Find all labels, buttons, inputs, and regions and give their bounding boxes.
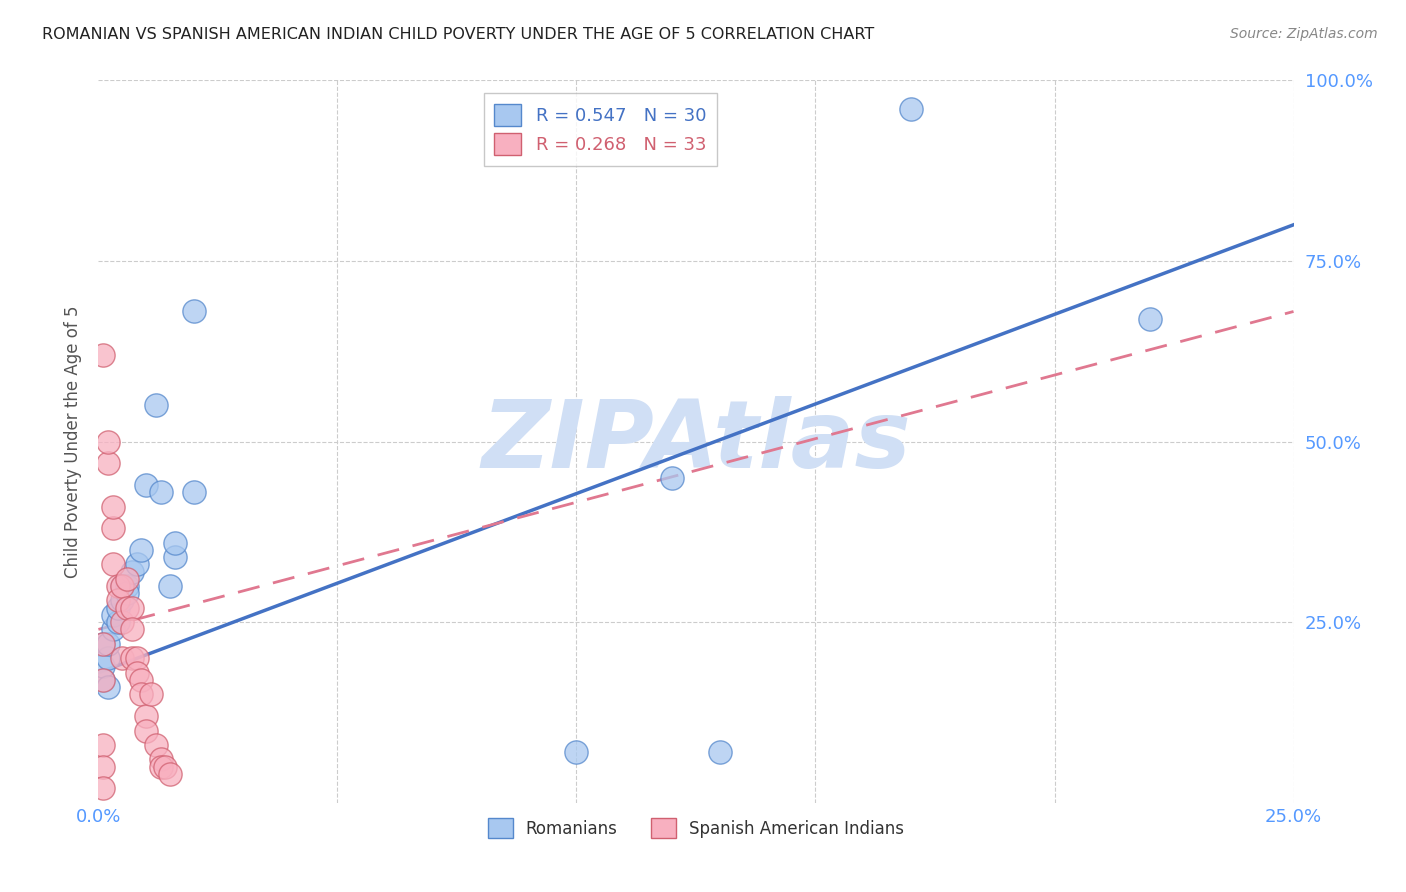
- Point: [107, 615, 129, 630]
- Point: [145, 738, 167, 752]
- Point: [149, 485, 172, 500]
- Point: [91, 760, 114, 774]
- Point: [121, 565, 143, 579]
- Point: [91, 637, 114, 651]
- Point: [155, 760, 177, 774]
- Point: [163, 535, 186, 549]
- Legend: Romanians, Spanish American Indians: Romanians, Spanish American Indians: [481, 812, 911, 845]
- Point: [131, 687, 153, 701]
- Point: [97, 680, 120, 694]
- Point: [101, 500, 124, 514]
- Point: [1139, 311, 1161, 326]
- Point: [111, 579, 134, 593]
- Point: [111, 579, 134, 593]
- Point: [97, 434, 120, 449]
- Point: [97, 651, 120, 665]
- Y-axis label: Child Poverty Under the Age of 5: Child Poverty Under the Age of 5: [65, 305, 83, 578]
- Point: [91, 781, 114, 796]
- Point: [183, 485, 205, 500]
- Point: [115, 579, 138, 593]
- Point: [107, 600, 129, 615]
- Point: [131, 542, 153, 557]
- Point: [101, 623, 124, 637]
- Point: [135, 723, 157, 738]
- Point: [149, 760, 172, 774]
- Point: [131, 673, 153, 687]
- Point: [121, 623, 143, 637]
- Point: [661, 470, 683, 484]
- Point: [115, 572, 138, 586]
- Point: [111, 651, 134, 665]
- Point: [135, 709, 157, 723]
- Point: [121, 651, 143, 665]
- Text: ROMANIAN VS SPANISH AMERICAN INDIAN CHILD POVERTY UNDER THE AGE OF 5 CORRELATION: ROMANIAN VS SPANISH AMERICAN INDIAN CHIL…: [42, 27, 875, 42]
- Point: [125, 558, 148, 572]
- Point: [115, 586, 138, 600]
- Point: [91, 348, 114, 362]
- Point: [91, 673, 114, 687]
- Text: Source: ZipAtlas.com: Source: ZipAtlas.com: [1230, 27, 1378, 41]
- Point: [107, 593, 129, 607]
- Point: [101, 607, 124, 622]
- Point: [125, 665, 148, 680]
- Point: [139, 687, 162, 701]
- Point: [145, 398, 167, 412]
- Point: [900, 102, 922, 116]
- Text: ZIPAtlas: ZIPAtlas: [481, 395, 911, 488]
- Point: [101, 521, 124, 535]
- Point: [121, 600, 143, 615]
- Point: [565, 745, 588, 759]
- Point: [111, 593, 134, 607]
- Point: [91, 738, 114, 752]
- Point: [107, 579, 129, 593]
- Point: [101, 558, 124, 572]
- Point: [125, 651, 148, 665]
- Point: [163, 550, 186, 565]
- Point: [91, 658, 114, 673]
- Point: [97, 456, 120, 470]
- Point: [135, 478, 157, 492]
- Point: [111, 615, 134, 630]
- Point: [91, 673, 114, 687]
- Point: [709, 745, 731, 759]
- Point: [159, 767, 181, 781]
- Point: [159, 579, 181, 593]
- Point: [91, 637, 114, 651]
- Point: [97, 637, 120, 651]
- Point: [149, 752, 172, 766]
- Point: [183, 304, 205, 318]
- Point: [115, 600, 138, 615]
